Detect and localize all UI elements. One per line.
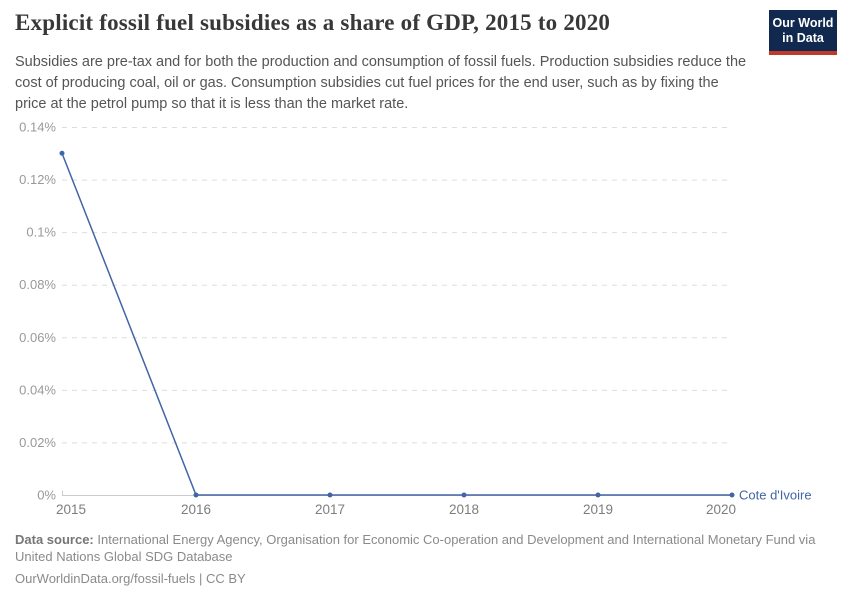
y-axis-tick-label: 0.08% (19, 277, 56, 292)
chart-footer: Data source: International Energy Agency… (15, 531, 835, 587)
data-point (729, 492, 735, 498)
chart-subtitle: Subsidies are pre-tax and for both the p… (15, 54, 747, 112)
x-axis-tick-label: 2018 (449, 502, 479, 517)
data-point (59, 150, 65, 156)
y-axis-tick-label: 0.12% (19, 172, 56, 187)
y-axis-tick-label: 0.14% (19, 120, 56, 135)
data-point (595, 492, 601, 498)
x-axis-tick-label: 2016 (181, 502, 211, 517)
data-point (327, 492, 333, 498)
x-axis-tick-label: 2015 (56, 502, 86, 517)
data-point (193, 492, 199, 498)
y-axis-tick-label: 0.04% (19, 382, 56, 397)
data-point (461, 492, 467, 498)
x-axis-tick-label: 2017 (315, 502, 345, 517)
y-axis-tick-label: 0.06% (19, 330, 56, 345)
owid-logo-line2: in Data (782, 31, 824, 45)
owid-logo-line1: Our World (772, 16, 834, 30)
data-source-label: Data source: (15, 532, 94, 547)
series-label: Cote d'Ivoire (739, 488, 812, 503)
data-source-line: Data source: International Energy Agency… (15, 531, 835, 565)
chart-title: Explicit fossil fuel subsidies as a shar… (15, 10, 611, 35)
data-source-text: International Energy Agency, Organisatio… (15, 532, 816, 564)
owid-logo[interactable]: Our World in Data (769, 10, 837, 55)
data-line (61, 153, 732, 496)
y-axis-tick-label: 0% (37, 488, 56, 503)
line-chart: 0% 0.02% 0.04% 0.06% 0.08% 0.1% 0.12% 0.14% 2015… (19, 120, 812, 518)
credit-line: OurWorldinData.org/fossil-fuels | CC BY (15, 571, 246, 586)
y-axis-tick-label: 0.02% (19, 435, 56, 450)
y-axis-tick-label: 0.1% (26, 225, 56, 240)
x-axis-tick-label: 2019 (583, 502, 613, 517)
x-axis-tick-label: 2020 (706, 502, 736, 517)
